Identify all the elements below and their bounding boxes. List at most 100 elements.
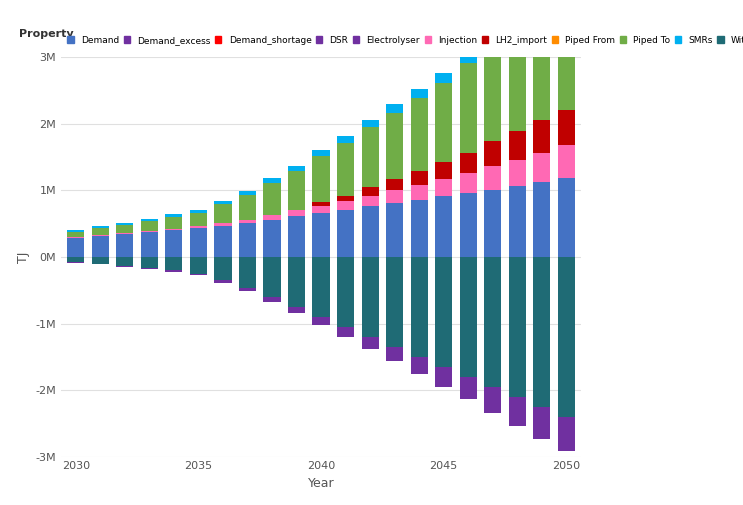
Bar bbox=[190, 274, 207, 275]
Bar bbox=[337, 196, 354, 201]
Bar bbox=[166, 230, 183, 257]
Bar bbox=[435, 257, 452, 367]
Bar bbox=[116, 223, 134, 225]
Bar bbox=[288, 166, 305, 171]
Bar bbox=[116, 266, 134, 267]
Bar bbox=[140, 231, 158, 232]
Bar bbox=[337, 136, 354, 142]
Bar bbox=[140, 219, 158, 222]
Bar bbox=[533, 407, 551, 439]
Bar bbox=[239, 223, 256, 257]
Bar bbox=[484, 190, 502, 257]
Bar bbox=[509, 397, 526, 426]
Bar bbox=[509, 160, 526, 186]
Bar bbox=[288, 257, 305, 307]
Bar bbox=[386, 105, 403, 113]
Bar bbox=[533, 182, 551, 257]
Bar bbox=[190, 213, 207, 226]
Bar bbox=[264, 220, 281, 257]
Bar bbox=[91, 236, 109, 257]
Bar bbox=[337, 201, 354, 210]
Bar bbox=[484, 30, 502, 41]
Bar bbox=[460, 63, 477, 153]
Bar bbox=[215, 201, 232, 205]
Bar bbox=[140, 222, 158, 231]
Bar bbox=[215, 257, 232, 280]
Bar bbox=[67, 238, 85, 257]
Bar bbox=[386, 113, 403, 179]
Bar bbox=[288, 216, 305, 257]
Bar bbox=[435, 196, 452, 257]
Bar bbox=[460, 193, 477, 257]
Bar bbox=[166, 270, 183, 272]
Bar bbox=[558, 417, 575, 451]
Bar bbox=[288, 307, 305, 313]
Bar bbox=[288, 171, 305, 211]
Bar bbox=[411, 357, 428, 374]
Bar bbox=[337, 257, 354, 327]
Bar bbox=[313, 149, 330, 156]
Bar bbox=[239, 191, 256, 195]
Bar bbox=[558, 178, 575, 257]
Bar bbox=[67, 257, 85, 262]
Bar bbox=[337, 327, 354, 337]
Bar bbox=[362, 187, 379, 196]
Bar bbox=[435, 83, 452, 163]
Bar bbox=[362, 257, 379, 337]
Bar bbox=[140, 232, 158, 257]
Bar bbox=[533, 153, 551, 182]
Bar bbox=[313, 203, 330, 206]
Bar bbox=[215, 205, 232, 223]
Bar bbox=[190, 210, 207, 213]
Bar bbox=[435, 367, 452, 387]
Bar bbox=[215, 226, 232, 257]
Bar bbox=[337, 210, 354, 257]
Y-axis label: TJ: TJ bbox=[17, 251, 30, 263]
Bar bbox=[313, 156, 330, 203]
Bar bbox=[558, 145, 575, 178]
Bar bbox=[509, 257, 526, 397]
Bar bbox=[362, 207, 379, 257]
Bar bbox=[116, 225, 134, 233]
Bar bbox=[484, 167, 502, 190]
Bar bbox=[91, 226, 109, 228]
Bar bbox=[264, 297, 281, 301]
Bar bbox=[411, 98, 428, 171]
Bar bbox=[386, 179, 403, 190]
Bar bbox=[386, 347, 403, 362]
Bar bbox=[91, 264, 109, 265]
Bar bbox=[362, 337, 379, 349]
Bar bbox=[386, 203, 403, 257]
Bar bbox=[509, 9, 526, 21]
Bar bbox=[362, 120, 379, 127]
Bar bbox=[264, 215, 281, 220]
Bar bbox=[533, 257, 551, 407]
Bar bbox=[558, 257, 575, 417]
Bar bbox=[411, 257, 428, 357]
Bar bbox=[386, 257, 403, 347]
Bar bbox=[411, 200, 428, 257]
Bar bbox=[190, 257, 207, 274]
Bar bbox=[288, 211, 305, 216]
Bar bbox=[91, 228, 109, 235]
Bar bbox=[91, 257, 109, 264]
Bar bbox=[91, 235, 109, 236]
X-axis label: Year: Year bbox=[308, 477, 334, 490]
Bar bbox=[67, 262, 85, 263]
Bar bbox=[484, 41, 502, 141]
Bar bbox=[484, 141, 502, 167]
Bar bbox=[190, 226, 207, 228]
Bar bbox=[411, 89, 428, 98]
Bar bbox=[140, 268, 158, 269]
Bar bbox=[362, 196, 379, 207]
Bar bbox=[411, 171, 428, 185]
Bar bbox=[509, 186, 526, 257]
Bar bbox=[166, 217, 183, 229]
Bar bbox=[215, 280, 232, 283]
Bar bbox=[239, 220, 256, 223]
Bar bbox=[435, 73, 452, 83]
Bar bbox=[460, 53, 477, 63]
Bar bbox=[166, 257, 183, 270]
Bar bbox=[484, 387, 502, 413]
Bar bbox=[484, 257, 502, 387]
